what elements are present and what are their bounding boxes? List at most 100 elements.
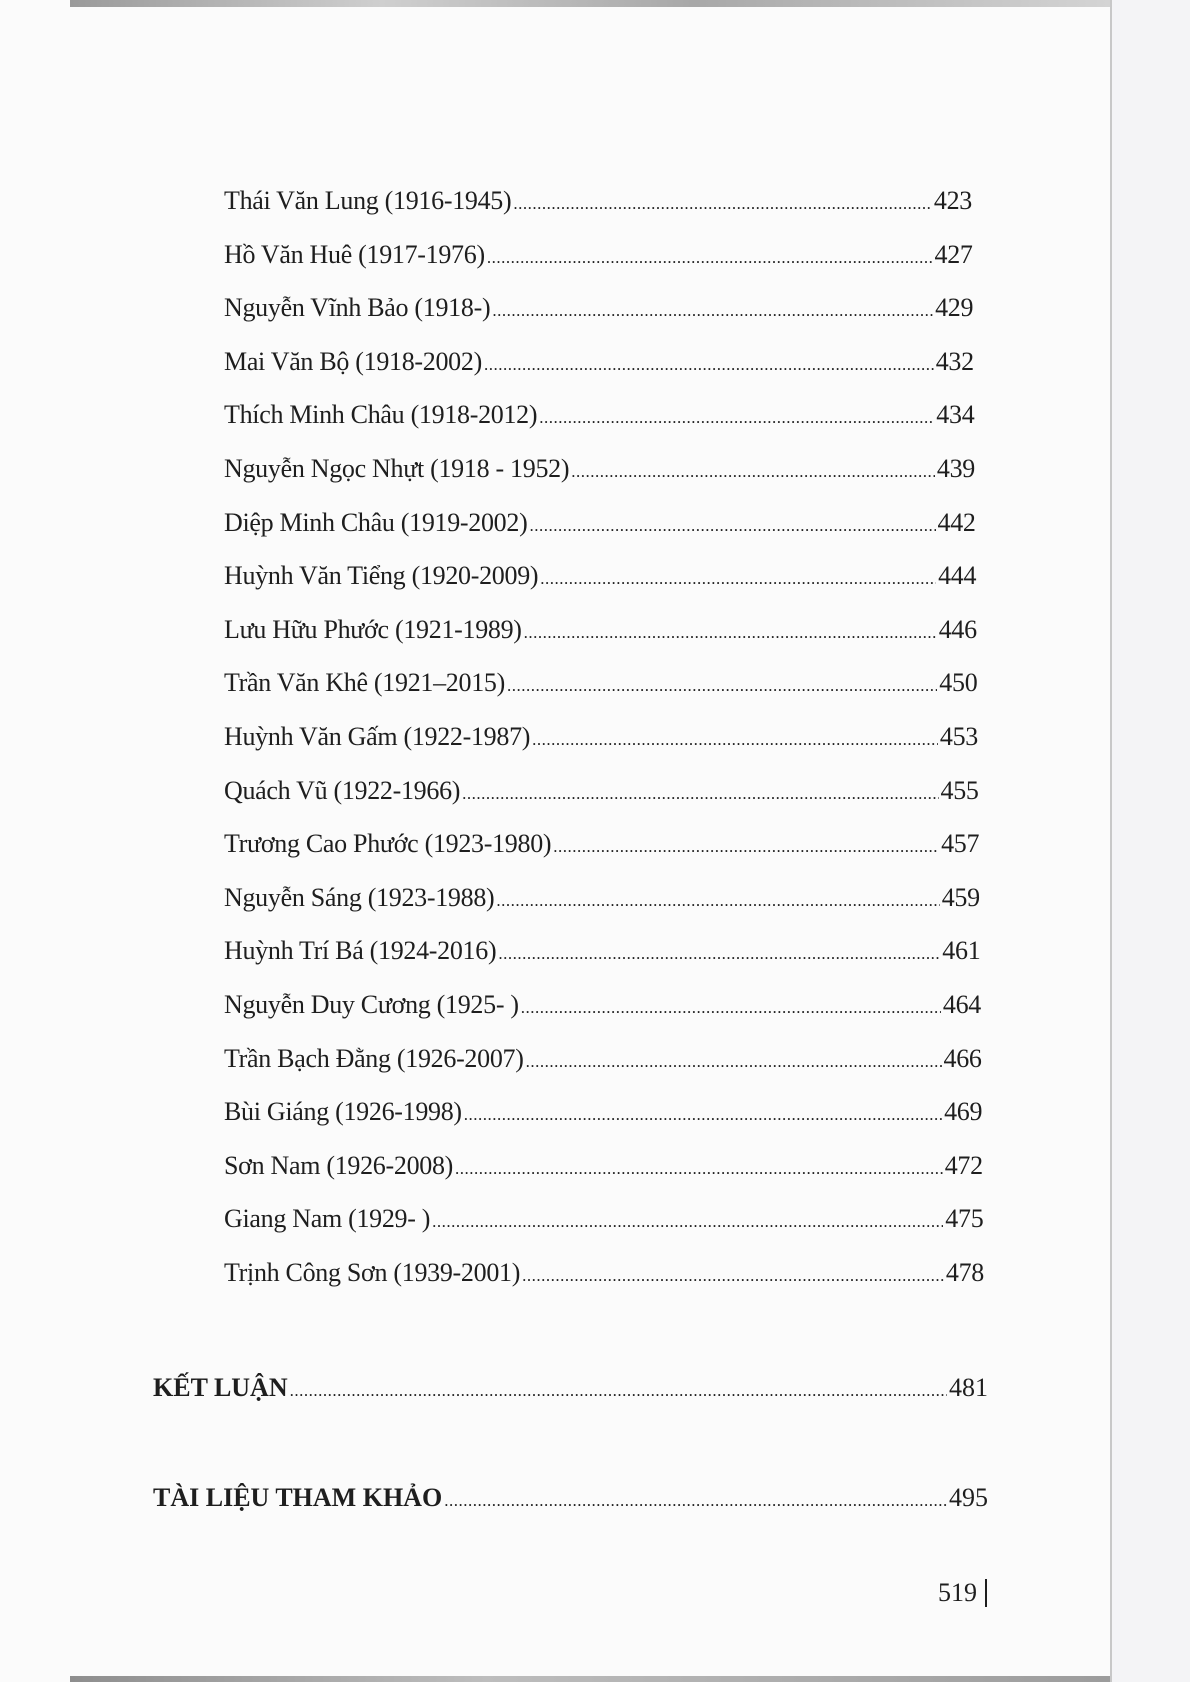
section-page: 495 [949,1483,988,1512]
dot-leader [496,883,939,913]
toc-entry: Sơn Nam (1926-2008) 472 [224,1151,984,1205]
page-number: 519 [938,1578,987,1608]
toc-entry: Trịnh Công Sơn (1939-2001) 478 [224,1258,984,1312]
dot-leader [521,990,941,1020]
dot-leader [492,293,933,323]
dot-leader [539,400,934,430]
entry-title: Giang Nam (1929- ) [224,1204,431,1234]
entry-page: 446 [938,614,977,644]
dot-leader [522,1258,944,1288]
entry-page: 434 [936,400,975,430]
entry-page: 439 [936,453,975,483]
entry-page: 432 [935,346,974,376]
toc-entry: Huỳnh Trí Bá (1924-2016) 461 [224,936,984,990]
dot-leader [532,722,938,752]
dot-leader [487,240,933,270]
dot-leader [507,668,937,698]
entry-page: 459 [941,882,980,912]
entry-page: 461 [942,936,981,966]
dot-leader [455,1151,943,1181]
entry-title: Mai Văn Bộ (1918-2002) [224,346,482,376]
entry-page: 478 [945,1257,984,1287]
dot-leader [571,454,935,484]
dot-leader [432,1204,943,1234]
page-number-text: 519 [938,1578,977,1607]
entry-page: 455 [940,775,979,805]
entry-page: 469 [944,1097,983,1127]
table-of-contents: Thái Văn Lung (1916-1945) 423 Hồ Văn Huê (… [224,186,984,1311]
entry-title: Quách Vũ (1922-1966) [224,775,461,805]
entry-title: Sơn Nam (1926-2008) [224,1150,454,1180]
entry-title: Lưu Hữu Phước (1921-1989) [224,614,522,644]
toc-entry: Thích Minh Châu (1918-2012) 434 [224,400,984,454]
entry-page: 453 [939,721,978,751]
scan-right-margin [1112,0,1190,1682]
toc-entry: Diệp Minh Châu (1919-2002) 442 [224,508,984,562]
toc-entry: Nguyễn Ngọc Nhựt (1918 - 1952) 439 [224,454,984,508]
entry-title: Thích Minh Châu (1918-2012) [224,400,538,430]
entry-title: Hồ Văn Huê (1917-1976) [224,239,485,269]
entry-title: Huỳnh Trí Bá (1924-2016) [224,936,497,966]
entry-page: 427 [934,239,973,269]
toc-entry: Quách Vũ (1922-1966) 455 [224,776,984,830]
toc-entry: Nguyễn Duy Cương (1925- ) 464 [224,990,984,1044]
entry-page: 429 [935,293,974,323]
entry-title: Trần Bạch Đằng (1926-2007) [224,1043,524,1073]
entry-title: Nguyễn Duy Cương (1925- ) [224,989,519,1019]
toc-entry: Trần Văn Khê (1921–2015) 450 [224,668,984,722]
scan-top-edge [70,0,1110,7]
toc-entry: Nguyễn Vĩnh Bảo (1918-) 429 [224,293,984,347]
toc-entry: Trần Bạch Đằng (1926-2007) 466 [224,1044,984,1098]
scan-bottom-edge [70,1676,1110,1682]
dot-leader [529,508,935,538]
dot-leader [540,561,936,591]
entry-page: 464 [942,989,981,1019]
entry-title: Trịnh Công Sơn (1939-2001) [224,1257,521,1287]
dot-leader [498,936,940,966]
entry-title: Thái Văn Lung (1916-1945) [224,186,512,215]
entry-page: 423 [933,186,972,215]
entry-page: 442 [937,507,976,537]
entry-title: Bùi Giáng (1926-1998) [224,1097,462,1127]
toc-entry: Bùi Giáng (1926-1998) 469 [224,1097,984,1151]
dot-leader [484,347,934,377]
entry-title: Trần Văn Khê (1921–2015) [224,668,505,698]
page-number-rule [985,1579,987,1607]
dot-leader [526,1044,942,1074]
toc-entry: Huỳnh Văn Tiểng (1920-2009) 444 [224,561,984,615]
section-title: KẾT LUẬN [153,1373,288,1402]
entry-title: Nguyễn Ngọc Nhựt (1918 - 1952) [224,453,570,483]
dot-leader [553,829,939,859]
page-right-edge [1110,0,1112,1682]
toc-section-references: TÀI LIỆU THAM KHẢO 495 [153,1483,988,1513]
toc-entry: Trương Cao Phước (1923-1980) 457 [224,829,984,883]
entry-title: Trương Cao Phước (1923-1980) [224,829,552,859]
section-page: 481 [949,1373,988,1402]
dot-leader [524,615,937,645]
entry-title: Diệp Minh Châu (1919-2002) [224,507,528,537]
entry-title: Huỳnh Văn Gấm (1922-1987) [224,721,531,751]
entry-page: 444 [938,561,977,591]
dot-leader [444,1483,947,1513]
dot-leader [462,776,938,806]
entry-title: Nguyễn Sáng (1923-1988) [224,882,495,912]
entry-title: Huỳnh Văn Tiểng (1920-2009) [224,561,539,591]
toc-entry: Huỳnh Văn Gấm (1922-1987) 453 [224,722,984,776]
toc-entry: Mai Văn Bộ (1918-2002) 432 [224,347,984,401]
dot-leader [290,1373,947,1403]
toc-entry: Nguyễn Sáng (1923-1988) 459 [224,883,984,937]
toc-entry: Giang Nam (1929- ) 475 [224,1204,984,1258]
toc-entry: Thái Văn Lung (1916-1945) 423 [224,186,984,240]
entry-page: 450 [939,668,978,698]
toc-entry: Lưu Hữu Phước (1921-1989) 446 [224,615,984,669]
toc-entry: Hồ Văn Huê (1917-1976) 427 [224,240,984,294]
toc-section-conclusion: KẾT LUẬN 481 [153,1373,988,1403]
entry-page: 475 [945,1204,984,1234]
dot-leader [464,1097,942,1127]
entry-title: Nguyễn Vĩnh Bảo (1918-) [224,293,491,323]
entry-page: 466 [943,1043,982,1073]
section-title: TÀI LIỆU THAM KHẢO [153,1483,443,1512]
entry-page: 472 [944,1150,983,1180]
entry-page: 457 [941,829,980,859]
dot-leader [513,186,932,216]
